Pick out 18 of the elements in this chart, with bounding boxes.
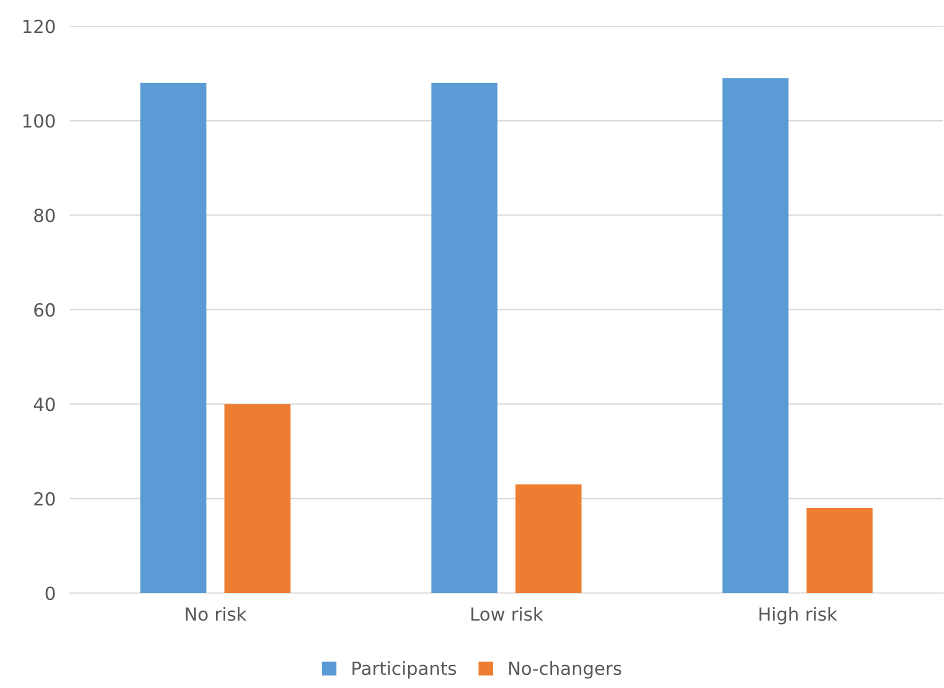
bar bbox=[806, 508, 873, 594]
y-tick-label: 0 bbox=[46, 586, 55, 600]
y-tick-label: 120 bbox=[23, 20, 55, 34]
y-tick-label: 60 bbox=[34, 303, 55, 317]
bar bbox=[515, 484, 582, 594]
x-tick-label: High risk bbox=[760, 606, 838, 624]
bar bbox=[224, 404, 290, 594]
legend-label: Participants bbox=[352, 661, 456, 679]
y-tick-label: 20 bbox=[34, 492, 55, 506]
y-tick-label: 40 bbox=[34, 398, 55, 412]
bar bbox=[431, 82, 498, 594]
x-tick-label: Low risk bbox=[471, 606, 544, 621]
y-tick-label: 100 bbox=[23, 114, 55, 128]
legend-label: No-changers bbox=[509, 661, 622, 679]
x-tick-label: No risk bbox=[186, 606, 247, 621]
y-tick-label: 80 bbox=[34, 208, 55, 222]
bar bbox=[140, 82, 206, 594]
bar bbox=[722, 78, 788, 594]
